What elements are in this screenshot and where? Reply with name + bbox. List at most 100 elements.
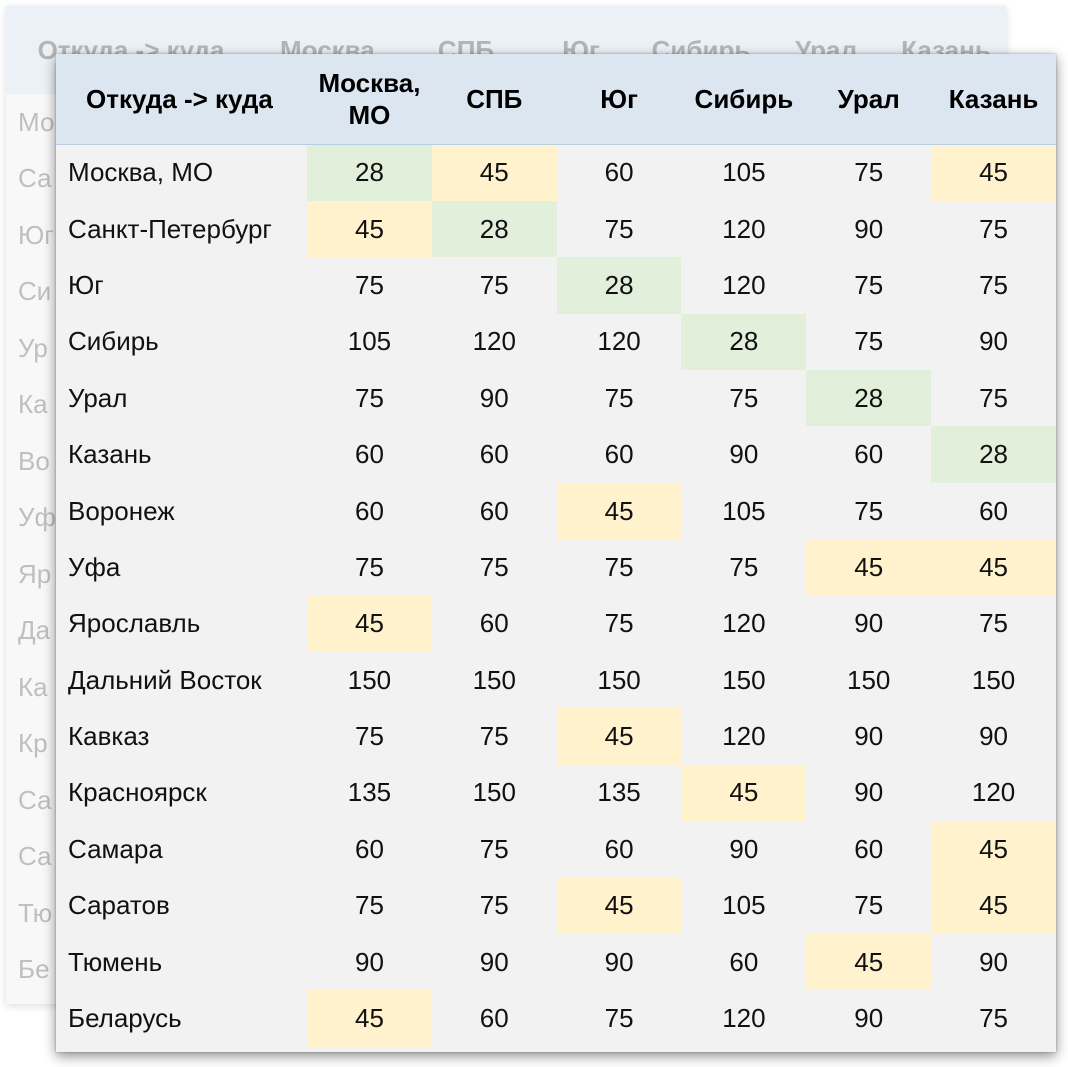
background-row-label: Ка [18, 671, 48, 702]
background-table-body: Мо Са Юг Си Ур Ка Во Уф Яр Да Ка Кр Са Са Тю Бе [6, 94, 56, 998]
column-header: Урал [837, 83, 900, 114]
table-cell: 90 [854, 777, 884, 808]
row-header: Юг [68, 269, 104, 300]
table-cell: 60 [354, 439, 384, 470]
table-cell: 75 [354, 890, 384, 921]
background-row-label: Юг [18, 219, 54, 250]
row-header: Дальний Восток [68, 664, 262, 695]
table-row: Самара 60 75 60 90 60 45 [56, 821, 1056, 878]
background-row-label: Бе [18, 954, 50, 985]
table-cell: 45 [681, 764, 807, 822]
table-row: Юг 75 75 28 120 75 75 [56, 257, 1056, 314]
row-header: Тюмень [68, 946, 163, 977]
row-header: Самара [68, 833, 163, 864]
table-cell: 60 [479, 439, 509, 470]
table-cell: 45 [806, 539, 932, 596]
table-cell: 75 [354, 269, 384, 300]
background-row: Да [6, 603, 56, 660]
table-cell: 60 [729, 946, 759, 977]
table-row: Сибирь 105 120 120 28 75 90 [56, 313, 1056, 371]
table-cell: 135 [347, 777, 392, 808]
background-row-label: Са [18, 841, 52, 872]
row-header: Казань [68, 439, 152, 470]
table-cell: 105 [722, 157, 766, 188]
table-cell: 75 [604, 608, 634, 639]
table-cell: 120 [722, 1003, 766, 1034]
column-header: СПБ [466, 83, 523, 114]
table-row: Москва, МО 28 45 60 105 75 45 [56, 144, 1056, 201]
table-cell: 60 [979, 495, 1009, 526]
row-header: Ярославль [68, 608, 201, 639]
corner-header: Откуда -> куда [86, 83, 273, 114]
table-cell: 75 [479, 551, 509, 582]
table-cell: 150 [971, 664, 1016, 695]
table-cell: 90 [479, 382, 509, 413]
table-cell: 75 [979, 213, 1009, 244]
background-row: Тю [6, 885, 56, 942]
row-header: Санкт-Петербург [68, 213, 272, 244]
table-cell: 90 [854, 721, 884, 752]
table-row: Красноярск 135 150 135 45 90 120 [56, 764, 1056, 822]
row-header: Уфа [68, 551, 121, 582]
background-row-label: Са [18, 163, 52, 194]
background-row-label: Кр [18, 728, 48, 759]
table-cell: 90 [604, 946, 634, 977]
table-cell: 60 [354, 495, 384, 526]
table-cell: 75 [604, 213, 634, 244]
table-cell: 45 [556, 708, 682, 765]
table-row: Ярославль 45 60 75 120 90 75 [56, 595, 1056, 653]
table-cell: 75 [979, 608, 1009, 639]
table-cell: 90 [979, 946, 1009, 977]
background-row-label: Мо [18, 106, 55, 137]
table-cell: 75 [604, 382, 634, 413]
table-cell: 75 [479, 721, 509, 752]
background-row: Са [6, 829, 56, 886]
table-cell: 90 [854, 1003, 884, 1034]
background-row-label: Яр [18, 558, 52, 589]
table-cell: 60 [604, 439, 634, 470]
table-cell: 75 [354, 382, 384, 413]
background-row: Си [6, 264, 56, 321]
table-cell: 135 [597, 777, 641, 808]
table-cell: 45 [931, 821, 1056, 878]
table-cell: 120 [722, 721, 766, 752]
table-cell: 75 [354, 721, 384, 752]
table-body: Москва, МО 28 45 60 105 75 45 Санкт-Петербург 45… [56, 144, 1056, 1047]
background-row: Са [6, 772, 56, 829]
table-cell: 45 [556, 482, 682, 540]
table-cell: 60 [479, 495, 509, 526]
row-header: Урал [68, 382, 128, 413]
row-header: Саратов [68, 890, 170, 921]
background-row: Яр [6, 546, 56, 603]
background-row: Юг [6, 207, 56, 264]
table-row: Санкт-Петербург 45 28 75 120 90 75 [56, 200, 1056, 258]
background-row: Ур [6, 320, 56, 377]
table-cell: 75 [979, 1003, 1009, 1034]
background-row-label: Ур [18, 332, 48, 363]
table-cell: 45 [307, 595, 432, 653]
column-header: Сибирь [694, 83, 794, 114]
table-cell: 45 [431, 144, 557, 201]
table-cell: 105 [722, 890, 766, 921]
table-cell: 75 [854, 326, 884, 357]
table-row: Уфа 75 75 75 75 45 45 [56, 539, 1056, 596]
table-cell: 28 [556, 257, 682, 314]
table-cell: 75 [479, 890, 509, 921]
table-cell: 120 [722, 608, 766, 639]
background-row: Уф [6, 490, 56, 547]
background-row-label: Ка [18, 389, 48, 420]
table-cell: 28 [806, 370, 932, 427]
background-row: Ка [6, 377, 56, 434]
table-cell: 45 [931, 877, 1056, 934]
background-row: Са [6, 151, 56, 208]
table-cell: 105 [347, 326, 392, 357]
row-header: Красноярск [68, 777, 207, 808]
background-row-label: Уф [18, 502, 56, 533]
row-header: Воронеж [68, 495, 175, 526]
table-cell: 75 [979, 382, 1009, 413]
table-cell: 60 [604, 833, 634, 864]
table-cell: 60 [479, 1003, 509, 1034]
table-cell: 90 [854, 213, 884, 244]
rate-matrix-card: Откуда -> куда Москва, МО СПБ Юг Сибирь Урал… [56, 54, 1056, 1052]
column-header: Казань [948, 83, 1039, 114]
